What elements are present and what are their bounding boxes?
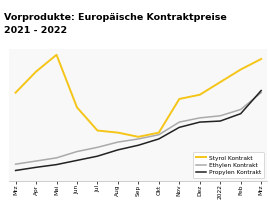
Legend: Styrol Kontrakt, Ethylen Kontrakt, Propylen Kontrakt: Styrol Kontrakt, Ethylen Kontrakt, Propy… [193, 152, 264, 178]
Text: © 2022 Kunststoff Information, Bad Homburg - www.kiweb.de: © 2022 Kunststoff Information, Bad Hombu… [4, 190, 175, 195]
Text: Vorprodukte: Europäische Kontraktpreise
2021 - 2022: Vorprodukte: Europäische Kontraktpreise … [4, 13, 227, 35]
